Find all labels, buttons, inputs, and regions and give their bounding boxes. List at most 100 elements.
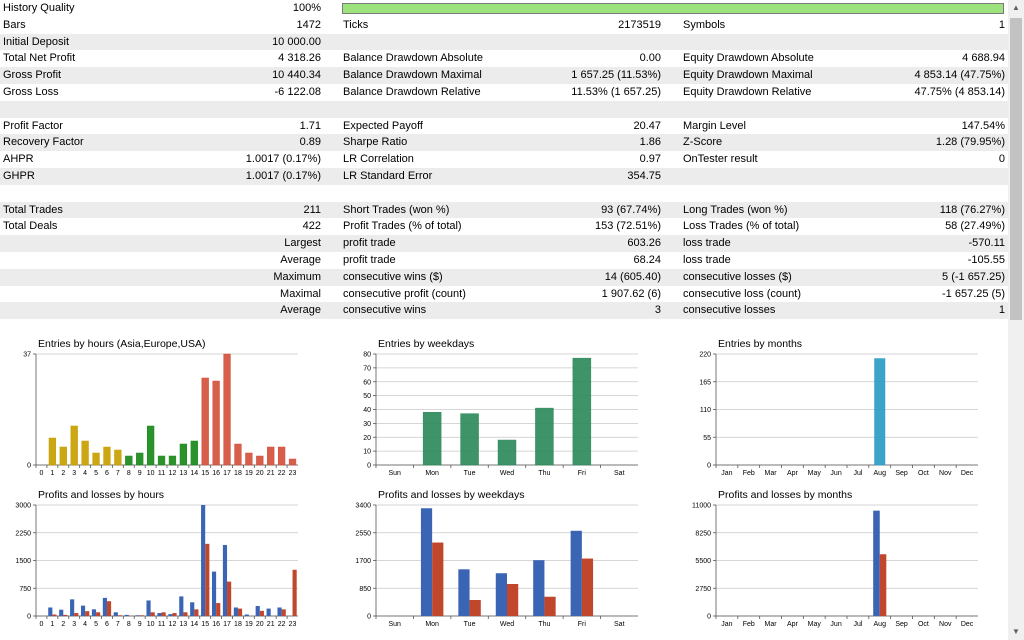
- scrollbar-thumb[interactable]: [1010, 18, 1022, 320]
- bar: [245, 452, 253, 466]
- x-tick-label: Mon: [425, 470, 439, 477]
- x-tick-label: Fri: [578, 470, 587, 477]
- scroll-down-icon[interactable]: ▼: [1012, 627, 1020, 636]
- chart-title: Profits and losses by months: [718, 489, 852, 501]
- x-tick-label: 9: [138, 470, 142, 477]
- x-tick-label: 19: [245, 621, 253, 628]
- bar: [572, 357, 592, 466]
- x-tick-label: Jun: [830, 470, 841, 477]
- x-tick-label: 9: [138, 621, 142, 628]
- stats-row: Average consecutive wins 3 consecutive loss…: [0, 302, 1008, 320]
- stat-label: Equity Drawdown Maximal: [683, 69, 813, 82]
- stats-row: [0, 185, 1008, 202]
- stats-row: Bars 1472 Ticks 2173519 Symbols 1: [0, 17, 1008, 34]
- y-tick-label: 0: [367, 463, 371, 470]
- pl-hours-chart: Profits and losses by hours 0 750 1500 2250 3…: [0, 485, 328, 635]
- bar-profit: [495, 573, 507, 616]
- pl-weekdays-svg: Profits and losses by weekdays 0 850 1700 25…: [355, 489, 638, 628]
- stat-label: LR Correlation: [343, 153, 414, 166]
- stat-value: 1.28 (79.95%): [935, 136, 1005, 149]
- y-tick-label: 30: [363, 421, 371, 428]
- chart-title: Profits and losses by weekdays: [378, 489, 525, 501]
- bar: [168, 455, 177, 466]
- stats-row: Average profit trade 68.24 loss trade -105.5…: [0, 252, 1008, 269]
- x-tick-label: Feb: [743, 621, 755, 628]
- y-tick-label: 40: [363, 407, 371, 414]
- stats-row: AHPR 1.0017 (0.17%) LR Correlation 0.97 OnTe…: [0, 151, 1008, 168]
- x-tick-label: 10: [147, 621, 155, 628]
- scroll-up-icon[interactable]: ▲: [1012, 3, 1020, 12]
- stat-value: 0: [998, 153, 1005, 166]
- x-tick-label: May: [808, 621, 822, 628]
- bar-profit: [135, 615, 140, 616]
- stat-value: 10 440.34: [272, 69, 321, 82]
- x-tick-label: Nov: [939, 470, 952, 477]
- stat-value: 422: [302, 220, 321, 233]
- x-tick-label: 14: [190, 621, 198, 628]
- x-tick-label: 21: [267, 621, 275, 628]
- bar: [201, 377, 209, 466]
- y-tick-label: 11000: [692, 503, 711, 510]
- stats-row: Total Deals 422 Profit Trades (% of total)…: [0, 218, 1008, 235]
- stat-value: 20.47: [633, 119, 661, 132]
- stat-label: Equity Drawdown Absolute: [683, 52, 814, 65]
- bar-loss: [205, 543, 210, 616]
- bar-profit: [277, 607, 282, 616]
- y-tick-label: 3400: [355, 503, 371, 510]
- bar-profit: [102, 597, 107, 616]
- x-tick-label: 11: [158, 621, 165, 628]
- x-tick-label: 18: [234, 621, 242, 628]
- stat-label: Gross Loss: [3, 85, 59, 98]
- x-tick-label: 17: [223, 621, 231, 628]
- y-tick-label: 0: [707, 463, 711, 470]
- x-tick-label: 8: [127, 621, 131, 628]
- stats-row: Recovery Factor 0.89 Sharpe Ratio 1.86 Z-Sco…: [0, 134, 1008, 152]
- stat-label: Gross Profit: [3, 69, 62, 82]
- stat-value: 4 853.14 (47.75%): [914, 69, 1005, 82]
- stat-value: 58 (27.49%): [945, 220, 1005, 233]
- pl-hours-svg: Profits and losses by hours0750150022503…: [15, 489, 298, 628]
- bar-profit: [233, 607, 238, 616]
- stat-value: 14 (605.40): [604, 270, 661, 283]
- stat-label: consecutive wins: [343, 304, 427, 317]
- y-tick-label: 220: [699, 352, 711, 359]
- x-tick-label: Oct: [918, 470, 929, 477]
- bar: [223, 353, 231, 466]
- chart-title: Profits and losses by hours: [38, 489, 164, 501]
- x-tick-label: 3: [72, 621, 76, 628]
- y-tick-label: 10: [363, 449, 371, 456]
- stat-value: 10 000.00: [272, 35, 321, 48]
- bar-profit: [420, 508, 433, 616]
- bar-profit: [222, 544, 228, 616]
- bar: [212, 380, 220, 466]
- y-tick-label: 20: [363, 435, 371, 442]
- x-tick-label: 0: [40, 470, 44, 477]
- stats-row: GHPR 1.0017 (0.17%) LR Standard Error 354.7…: [0, 167, 1008, 185]
- x-tick-label: 14: [190, 470, 198, 477]
- stat-value: 1.86: [639, 136, 661, 149]
- stat-label: OnTester result: [683, 153, 758, 166]
- bar-profit: [255, 606, 260, 616]
- pl-months-chart: Profits and losses by months 0 2750 5500 825…: [680, 485, 1008, 635]
- bar-loss: [139, 615, 144, 616]
- bar: [234, 443, 242, 466]
- x-tick-label: 2: [61, 621, 65, 628]
- bar: [157, 455, 166, 466]
- stat-label: Total Net Profit: [3, 52, 76, 65]
- x-tick-label: May: [808, 470, 822, 477]
- stat-value: 68.24: [633, 253, 661, 266]
- y-tick-label: 3000: [15, 503, 31, 510]
- x-tick-label: 15: [201, 470, 209, 477]
- x-tick-label: Sep: [895, 470, 908, 477]
- stats-row: Maximal consecutive profit (count) 1 907.6…: [0, 286, 1008, 303]
- x-tick-label: Mar: [765, 621, 778, 628]
- bar-loss: [52, 614, 57, 616]
- stat-label: consecutive losses: [683, 304, 776, 317]
- stat-value: 0.97: [639, 153, 661, 166]
- stat-value: 354.75: [627, 169, 661, 182]
- stat-label: Margin Level: [683, 119, 746, 132]
- x-tick-label: 21: [267, 470, 275, 477]
- stats-row: Profit Factor 1.71 Expected Payoff 20.47 Mar…: [0, 118, 1008, 135]
- vertical-scrollbar[interactable]: ▲ ▼: [1008, 0, 1024, 640]
- stat-label: Short Trades (won %): [343, 203, 450, 216]
